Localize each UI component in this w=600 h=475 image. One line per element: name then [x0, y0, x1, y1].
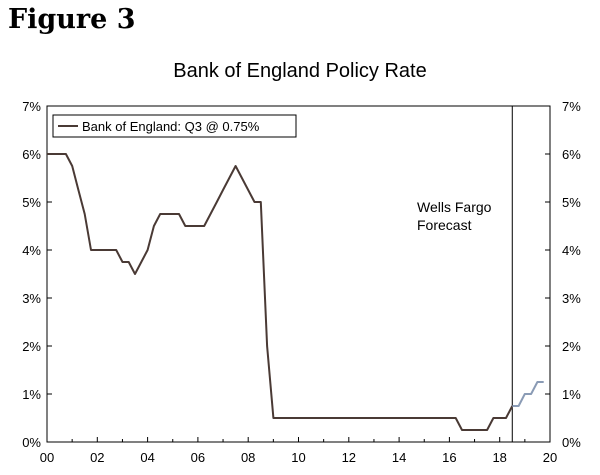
x-tick-label: 08 [241, 450, 255, 465]
annotation-layer: Wells Fargo Forecast [417, 199, 492, 233]
x-tick-label: 04 [140, 450, 154, 465]
x-tick-label: 00 [40, 450, 54, 465]
y-tick-label-right: 3% [562, 291, 581, 306]
x-tick-label: 06 [191, 450, 205, 465]
forecast-annotation-line: Forecast [417, 217, 472, 233]
y-tick-label-right: 2% [562, 339, 581, 354]
y-tick-label-left: 0% [22, 435, 41, 450]
figure-label: Figure 3 [8, 4, 136, 35]
y-tick-label-left: 3% [22, 291, 41, 306]
x-tick-label: 10 [291, 450, 305, 465]
y-tick-label-left: 2% [22, 339, 41, 354]
legend-label: Bank of England: Q3 @ 0.75% [82, 119, 260, 134]
ticks-layer: 0% 0% 1% 1% 2% 2% 3% 3% 4% 4% 5% 5% 6% 6% 7% 7% 00 02 04 06… [22, 99, 581, 465]
y-tick-label-right: 0% [562, 435, 581, 450]
plot-frame [46, 105, 551, 443]
y-tick-label-left: 4% [22, 243, 41, 258]
x-tick-label: 02 [90, 450, 104, 465]
y-tick-label-right: 6% [562, 147, 581, 162]
x-tick-label: 20 [543, 450, 557, 465]
series-line-forecast [512, 381, 544, 407]
legend-box [52, 114, 297, 138]
series-layer [47, 153, 544, 431]
y-tick-label-left: 5% [22, 195, 41, 210]
y-tick-label-right: 4% [562, 243, 581, 258]
chart-title: Bank of England Policy Rate [173, 60, 427, 82]
y-tick-label-right: 7% [562, 99, 581, 114]
x-tick-label: 12 [342, 450, 356, 465]
y-tick-label-left: 6% [22, 147, 41, 162]
legend: Bank of England: Q3 @ 0.75% [52, 114, 297, 138]
x-tick-label: 16 [442, 450, 456, 465]
forecast-annotation-line: Wells Fargo [417, 199, 492, 215]
series-line-historical [47, 153, 514, 431]
x-tick-label: 14 [392, 450, 406, 465]
y-tick-label-right: 1% [562, 387, 581, 402]
y-tick-label-left: 7% [22, 99, 41, 114]
y-tick-label-left: 1% [22, 387, 41, 402]
y-tick-label-right: 5% [562, 195, 581, 210]
x-tick-label: 18 [492, 450, 506, 465]
